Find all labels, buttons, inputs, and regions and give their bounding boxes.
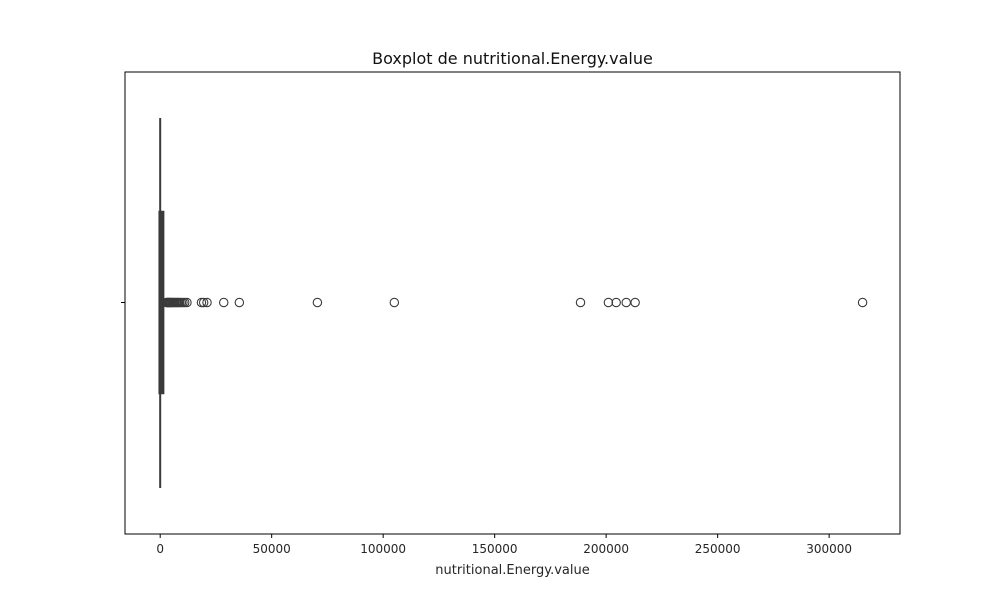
outlier-point (575, 297, 586, 308)
x-tick-label: 200000 (583, 542, 629, 556)
x-tick-label: 0 (156, 542, 164, 556)
x-axis: 0 50000 100000 150000 200000 250000 300000 (156, 534, 852, 556)
outlier-point (198, 297, 209, 308)
outlier-point (603, 297, 614, 308)
x-tick-label: 100000 (360, 542, 406, 556)
x-tick-label: 250000 (695, 542, 741, 556)
outlier-point (196, 297, 207, 308)
x-axis-label: nutritional.Energy.value (435, 563, 589, 578)
outlier-point (857, 297, 868, 308)
outlier-point (611, 297, 621, 308)
x-tick-label: 50000 (253, 542, 291, 556)
outlier-point (218, 297, 229, 308)
outlier-point (182, 297, 192, 308)
outlier-point (234, 297, 245, 308)
plot-area (158, 118, 868, 488)
plot-frame (124, 71, 901, 535)
outlier-point (202, 297, 212, 308)
x-tick-label: 150000 (472, 542, 518, 556)
outlier-point (312, 297, 323, 308)
outlier-point (389, 297, 400, 308)
chart-title: Boxplot de nutritional.Energy.value (372, 49, 653, 68)
outlier-point (630, 297, 640, 308)
outlier-point (179, 297, 190, 308)
x-tick-label: 300000 (806, 542, 852, 556)
